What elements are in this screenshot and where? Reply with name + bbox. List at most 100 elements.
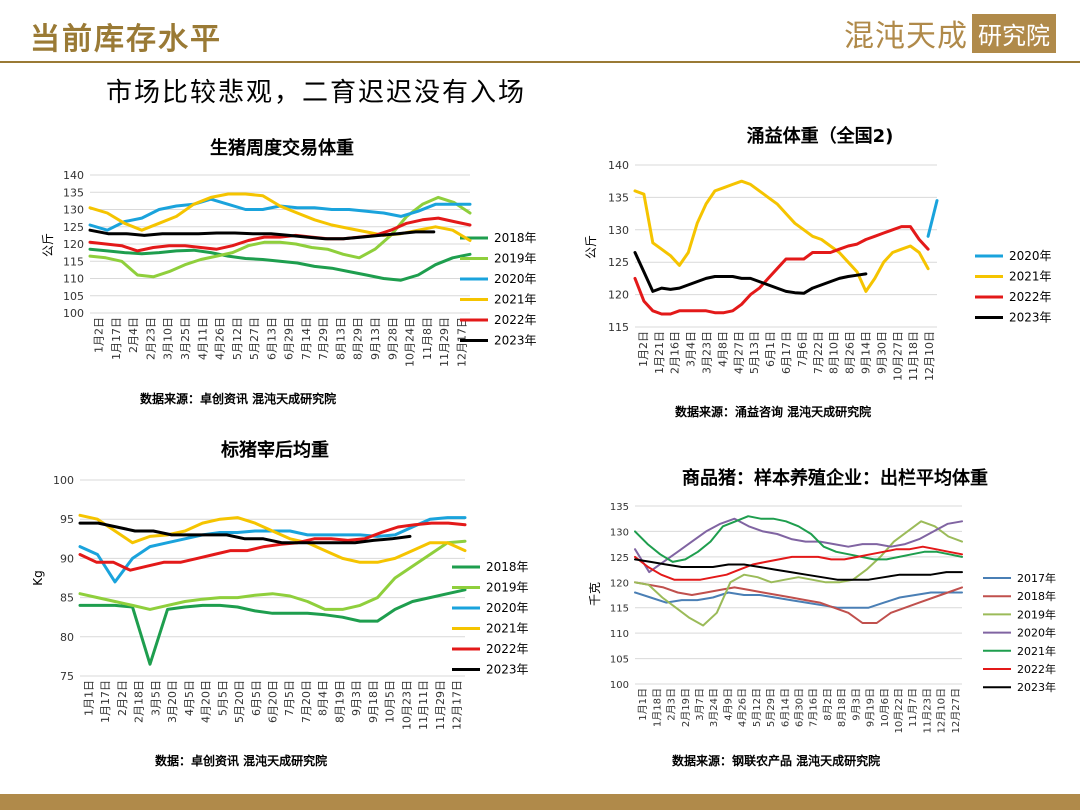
y-tick-label: 85	[60, 592, 74, 605]
x-tick-label: 1月1日	[82, 680, 95, 716]
y-tick-label: 125	[608, 256, 629, 269]
y-tick-label: 140	[63, 169, 84, 182]
series-line-2019年	[88, 195, 472, 279]
x-tick-label: 10月24日	[404, 317, 417, 367]
x-tick-label: 8月26日	[844, 331, 857, 374]
x-tick-label: 11月29日	[434, 680, 447, 730]
x-tick-label: 2月16日	[669, 331, 682, 374]
brand-logo: 混沌天成 研究院	[844, 12, 1056, 54]
x-tick-label: 3月24日	[708, 688, 720, 727]
x-tick-label: 7月14日	[300, 317, 313, 360]
x-tick-label: 6月13日	[265, 317, 278, 360]
header-divider	[0, 61, 1080, 63]
x-tick-label: 1月2日	[93, 317, 106, 353]
y-tick-label: 95	[60, 513, 74, 526]
legend-label: 2018年	[486, 560, 529, 574]
legend-label: 2018年	[494, 231, 537, 245]
x-tick-label: 10月27日	[891, 331, 904, 381]
logo-text: 混沌天成	[844, 19, 968, 54]
y-tick-label: 115	[608, 321, 629, 334]
x-tick-label: 4月26日	[214, 317, 227, 360]
x-tick-label: 8月19日	[333, 680, 346, 723]
series-line-2018年	[78, 588, 467, 666]
footer-bar	[0, 794, 1080, 810]
x-tick-label: 3月10日	[162, 317, 175, 360]
x-tick-label: 6月5日	[250, 680, 263, 716]
y-axis-label: 公斤	[585, 235, 598, 259]
x-tick-label: 4月5日	[183, 680, 196, 716]
series-line-2021年	[633, 179, 930, 293]
x-tick-label: 1月17日	[110, 317, 123, 360]
x-tick-label: 4月9日	[722, 688, 734, 721]
series-line-2021年	[634, 515, 963, 563]
series-line-2020年	[88, 197, 472, 232]
legend-label: 2023年	[1017, 680, 1056, 694]
legend-label: 2021年	[494, 293, 537, 307]
y-tick-label: 110	[610, 629, 629, 640]
x-tick-label: 11月23日	[921, 688, 933, 733]
y-tick-label: 75	[60, 670, 74, 683]
x-tick-label: 9月13日	[369, 317, 382, 360]
series-line-2022年	[633, 225, 930, 316]
series-line-2022年	[634, 545, 963, 581]
y-tick-label: 80	[60, 631, 74, 644]
chart-weekly-trade-weight: 100 105 110 115 120 125 130 135 140 公斤 1月2日 1月17日 2月…	[41, 169, 537, 367]
x-tick-label: 12月27日	[950, 688, 962, 733]
x-tick-label: 4月8日	[716, 331, 729, 367]
x-tick-label: 3月20日	[166, 680, 179, 723]
y-tick-label: 140	[608, 159, 629, 172]
x-tick-label: 9月14日	[859, 331, 872, 374]
x-tick-label: 4月20日	[200, 680, 213, 723]
x-tick-label: 6月20日	[267, 680, 280, 723]
series-line-2023年	[634, 558, 963, 581]
x-tick-label: 1月1日	[637, 688, 649, 721]
y-tick-label: 100	[63, 307, 84, 320]
x-tick-label: 4月11日	[196, 317, 209, 360]
legend-label: 2023年	[494, 334, 537, 348]
y-tick-label: 105	[63, 290, 84, 303]
x-tick-label: 11月11日	[417, 680, 430, 730]
x-tick-label: 9月18日	[367, 680, 380, 723]
legend-label: 2019年	[494, 252, 537, 266]
y-tick-label: 115	[610, 604, 629, 615]
x-tick-label: 11月8日	[421, 317, 434, 360]
legend-label: 2017年	[1017, 571, 1056, 585]
x-tick-label: 6月14日	[779, 688, 791, 727]
y-tick-label: 90	[60, 552, 74, 565]
chart-carcass-weight: 75 80 85 90 95 100 Kg 1月1日 1月17日 2月2日 2月18日 3月5日 3月2…	[31, 474, 529, 730]
x-tick-label: 7月29日	[317, 317, 330, 360]
y-tick-label: 100	[610, 680, 629, 691]
y-tick-label: 100	[53, 474, 74, 487]
y-tick-label: 130	[608, 224, 629, 237]
x-tick-label: 9月28日	[386, 317, 399, 360]
x-tick-label: 8月29日	[352, 317, 365, 360]
series-line-2020年	[634, 517, 963, 574]
series-line-2023年	[633, 251, 868, 295]
x-tick-label: 7月22日	[812, 331, 825, 374]
x-tick-label: 5月13日	[748, 331, 761, 374]
x-tick-label: 6月17日	[780, 331, 793, 374]
legend-label: 2018年	[1017, 589, 1056, 603]
x-tick-label: 5月5日	[216, 680, 229, 716]
series-line-2021年	[78, 513, 467, 564]
x-tick-label: 2月2日	[116, 680, 129, 716]
y-tick-label: 125	[610, 553, 629, 564]
x-tick-label: 11月7日	[907, 688, 919, 727]
series-line-2019年	[78, 539, 467, 611]
x-tick-label: 5月27日	[248, 317, 261, 360]
x-tick-label: 11月18日	[907, 331, 920, 381]
x-tick-label: 12月17日	[451, 680, 464, 730]
x-tick-label: 1月17日	[99, 680, 112, 723]
x-tick-label: 7月6日	[796, 331, 809, 367]
chart3-title: 标猪宰后均重	[221, 440, 329, 461]
chart4-source: 数据来源：钢联农产品 混沌天成研究院	[672, 754, 881, 768]
legend-label: 2020年	[494, 272, 537, 286]
y-tick-label: 120	[63, 238, 84, 251]
y-tick-label: 135	[63, 186, 84, 199]
x-tick-label: 12月10日	[936, 688, 948, 733]
x-tick-label: 9月30日	[875, 331, 888, 374]
chart3-source: 数据：卓创资讯 混沌天成研究院	[155, 754, 328, 768]
x-tick-label: 2月3日	[666, 688, 678, 721]
series-line-2022年	[78, 521, 467, 572]
